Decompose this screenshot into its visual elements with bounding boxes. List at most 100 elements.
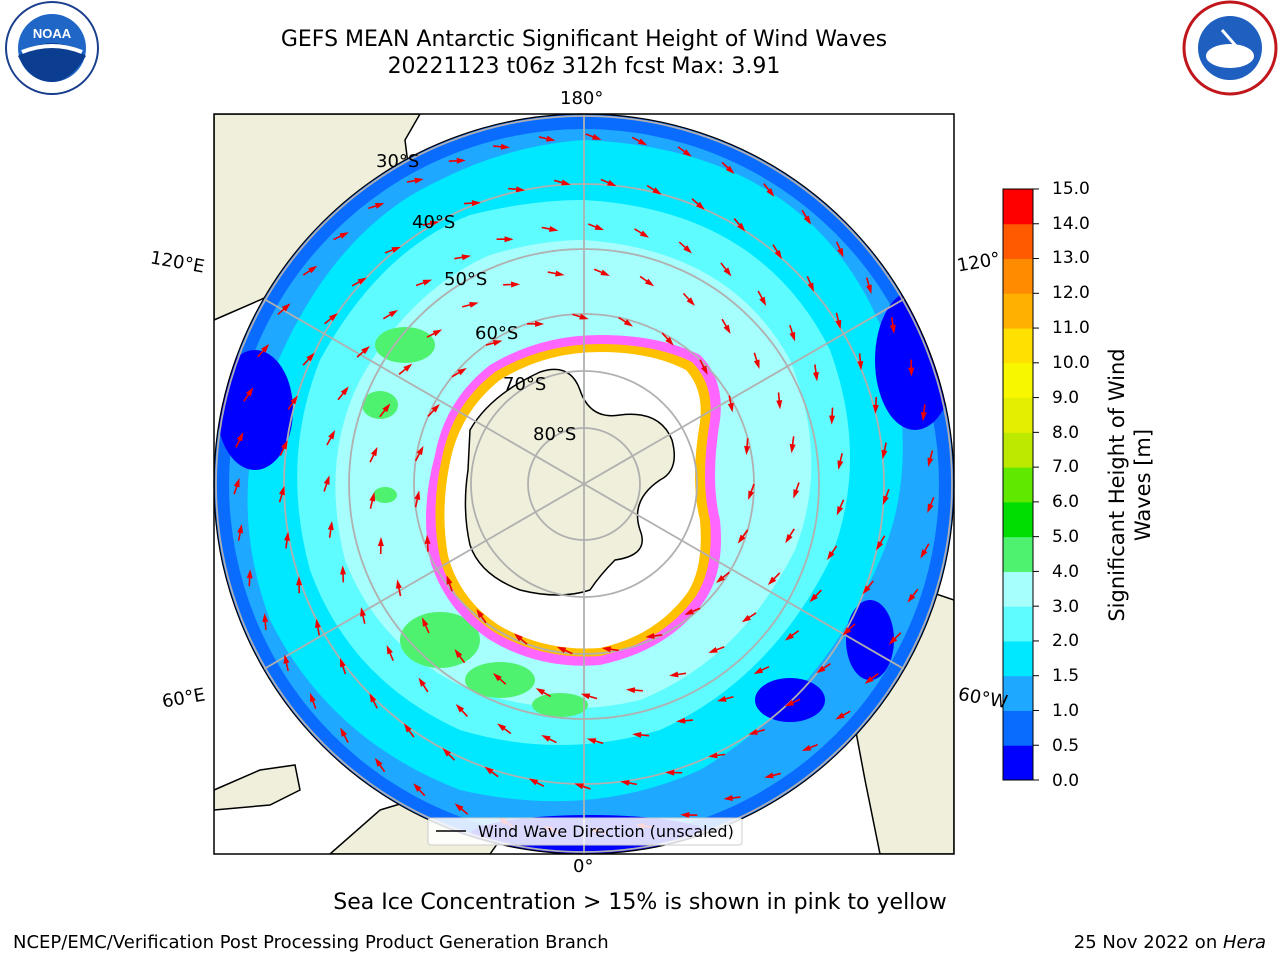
lat-label-50s: 50°S — [444, 269, 488, 290]
wind-arrow-head — [715, 574, 725, 583]
wind-arrow-head — [377, 537, 384, 547]
colorbar-frame — [1002, 188, 1034, 781]
wind-arrow-head — [669, 671, 679, 678]
colorbar-tick: 9.0 — [1052, 388, 1080, 408]
lat-label-70s: 70°S — [503, 374, 547, 395]
chart-subtitle: 20221123 t06z 312h fcst Max: 3.91 — [387, 54, 781, 79]
colorbar-swatch — [1003, 501, 1033, 538]
wind-arrow-head — [541, 735, 551, 742]
wind-arrow-head — [725, 165, 735, 175]
wind-arrow-head — [708, 752, 718, 759]
wind-arrow-head — [809, 593, 818, 603]
wind-arrow-head — [369, 693, 377, 703]
colorbar-tick: 1.0 — [1052, 701, 1080, 721]
wind-arrow-head — [927, 503, 934, 513]
noaa-logo: NOAA — [5, 1, 99, 95]
wind-arrow-head — [233, 478, 240, 488]
wind-arrow-head — [907, 593, 916, 603]
wind-arrow-head — [431, 403, 440, 413]
wind-arrow-head — [908, 367, 915, 377]
wind-arrow-head — [882, 495, 889, 506]
colorbar-swatch — [1003, 432, 1033, 468]
wind-arrow-head — [862, 585, 871, 595]
wind-arrow-head — [592, 133, 602, 140]
lon-label-180: 180° — [560, 88, 604, 109]
colorbar-tick: 15.0 — [1052, 179, 1090, 199]
wind-arrow-head — [309, 692, 316, 703]
map-border — [213, 113, 955, 855]
wind-arrow-head — [881, 449, 888, 460]
wind-arrow-head — [807, 282, 814, 292]
wind-arrow-head — [723, 324, 731, 334]
wind-arrow-head — [620, 780, 630, 786]
wind-arrow-head — [388, 310, 399, 318]
wind-arrow-head — [555, 270, 565, 277]
wind-arrow-head — [759, 296, 767, 307]
wind-arrow-head — [594, 224, 605, 231]
wind-arrow-head — [748, 490, 755, 500]
wind-arrow-head — [644, 278, 655, 287]
wind-arrow-head — [283, 654, 290, 664]
wind-arrow-head — [515, 186, 526, 193]
wind-arrow-head — [776, 400, 783, 410]
wind-arrow-head — [281, 303, 291, 312]
wind-arrow-head — [357, 277, 367, 285]
wind-arrow-head — [920, 549, 928, 559]
wind-arrow-head — [296, 576, 303, 586]
colorbar-swatch — [1003, 710, 1033, 746]
wind-arrow-head — [374, 203, 385, 209]
wind-arrow-head — [700, 365, 708, 375]
wind-arrow-head — [766, 187, 775, 197]
wind-arrow-head — [403, 723, 412, 733]
colorbar-swatch — [1003, 189, 1033, 225]
colorbar-swatch — [1003, 606, 1033, 642]
wind-arrow-head — [645, 632, 655, 639]
wind-arrow-head — [391, 246, 401, 253]
wind-arrow-head — [500, 143, 510, 150]
colorbar-tick: 7.0 — [1052, 457, 1080, 477]
wind-arrow-head — [386, 644, 393, 655]
wind-arrow-head — [414, 177, 424, 184]
wind-arrow-head — [306, 352, 315, 362]
wind-arrow-head — [484, 766, 494, 775]
sea-ice-note: Sea Ice Concentration > 15% is shown in … — [333, 890, 947, 915]
wind-arrow-head — [327, 520, 334, 531]
colorbar-swatch — [1003, 745, 1033, 781]
wind-arrow-head — [328, 313, 338, 322]
wind-arrow-head — [812, 372, 819, 382]
wind-arrow-head — [548, 226, 559, 232]
wind-arrow-head — [290, 395, 298, 405]
lon-label-0: 0° — [573, 856, 594, 877]
footer-branch: NCEP/EMC/Verification Post Processing Pr… — [13, 932, 609, 953]
wind-arrow-head — [457, 368, 467, 376]
lat-label-80s: 80°S — [533, 424, 577, 445]
footer-date-text: 25 Nov 2022 on — [1073, 932, 1223, 953]
wind-arrow-head — [837, 247, 844, 258]
wind-arrow-head — [784, 699, 795, 707]
colorbar-swatch — [1003, 258, 1033, 294]
wind-arrow-head — [456, 157, 466, 164]
wind-arrow-head — [741, 614, 751, 623]
wind-arrow-head — [340, 565, 346, 575]
wind-arrow-head — [680, 811, 690, 818]
wind-arrow-head — [556, 646, 567, 654]
wind-arrow-head — [246, 569, 253, 579]
wind-arrow-head — [281, 440, 288, 450]
wind-arrow-head — [323, 475, 330, 485]
wind-arrow-head — [744, 445, 751, 456]
wind-arrow-head — [546, 135, 556, 142]
colorbar-swatch — [1003, 640, 1033, 677]
chart-title: GEFS MEAN Antarctic Significant Height o… — [280, 27, 888, 52]
wind-arrow-head — [835, 319, 842, 330]
colorbar-tick: 4.0 — [1052, 562, 1080, 582]
wind-arrow-head — [461, 254, 472, 261]
colorbar-tick: 0.0 — [1052, 771, 1080, 791]
wind-arrow-head — [413, 783, 422, 792]
colorbar-tick: 1.5 — [1052, 666, 1080, 686]
lat-label-40s: 40°S — [412, 212, 456, 233]
wind-arrow-head — [328, 430, 336, 440]
wind-arrow-head — [340, 386, 349, 396]
wind-arrow-head — [454, 649, 463, 659]
colorbar-swatch — [1003, 675, 1033, 711]
colorbar-tick: 11.0 — [1052, 318, 1090, 338]
